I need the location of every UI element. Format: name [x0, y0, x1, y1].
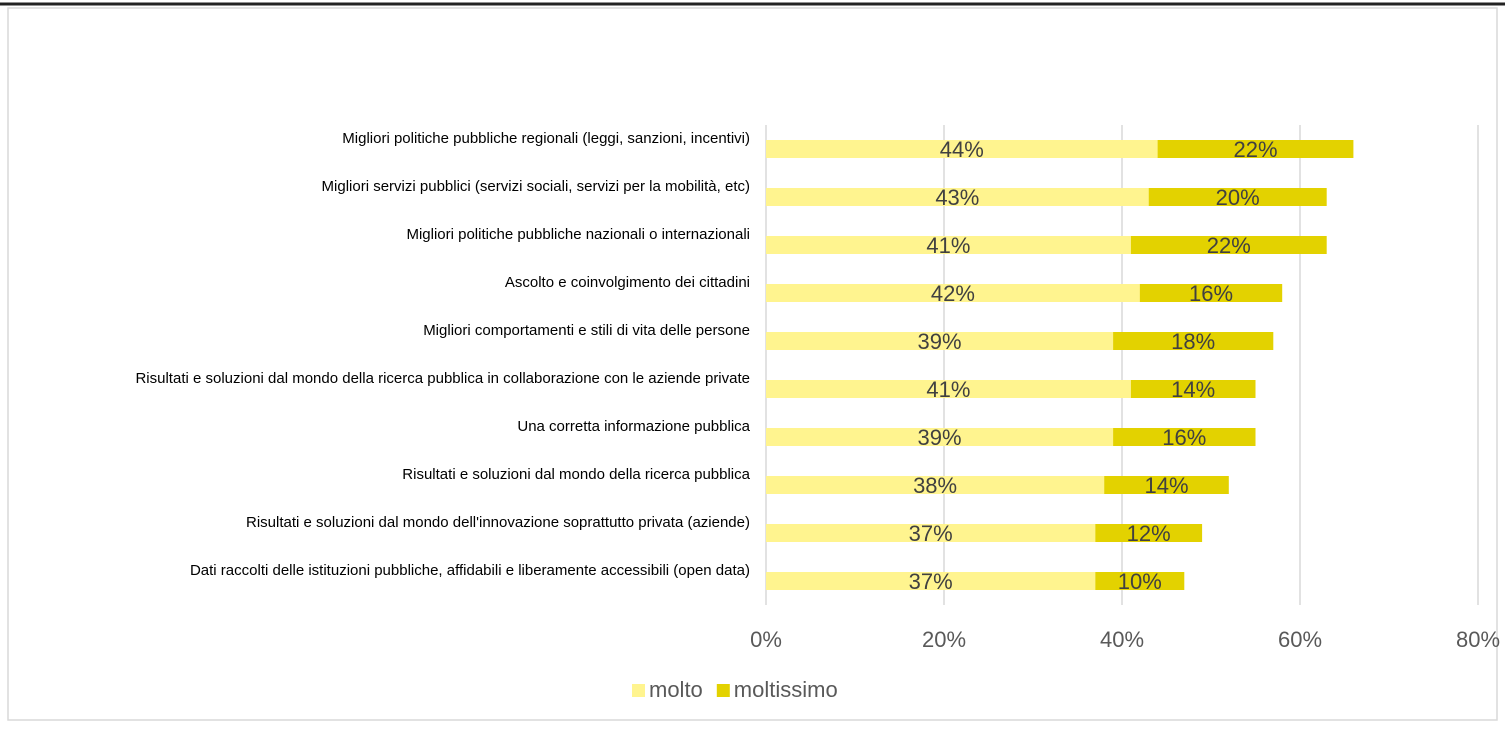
x-tick-label: 80%: [1456, 627, 1500, 652]
bar: [766, 332, 1114, 350]
bar: [1139, 284, 1283, 302]
category-label: Risultati e soluzioni dal mondo dell'inn…: [246, 514, 750, 531]
x-tick-label: 60%: [1278, 627, 1322, 652]
data-label: 44%: [940, 137, 984, 162]
data-label: 14%: [1144, 473, 1188, 498]
data-label: 37%: [909, 569, 953, 594]
bar: [1157, 140, 1354, 158]
category-label: Dati raccolti delle istituzioni pubblich…: [190, 562, 750, 579]
data-label: 16%: [1162, 425, 1206, 450]
legend-swatch: [716, 684, 730, 697]
category-label: Risultati e soluzioni dal mondo della ri…: [402, 466, 750, 483]
data-label: 38%: [913, 473, 957, 498]
legend-swatch: [632, 684, 645, 697]
x-tick-label: 40%: [1100, 627, 1144, 652]
data-label: 12%: [1127, 521, 1171, 546]
bar: [766, 428, 1114, 446]
data-label: 18%: [1171, 329, 1215, 354]
legend-label: moltissimo: [734, 677, 838, 702]
bar: [1104, 476, 1229, 494]
bar: [1113, 428, 1256, 446]
data-label: 43%: [935, 185, 979, 210]
data-label: 41%: [926, 233, 970, 258]
bar: [766, 188, 1149, 206]
data-label: 37%: [909, 521, 953, 546]
bar: [1095, 524, 1203, 542]
category-label: Ascolto e coinvolgimento dei cittadini: [505, 274, 750, 291]
category-label: Migliori servizi pubblici (servizi socia…: [322, 178, 750, 195]
data-label: 14%: [1171, 377, 1215, 402]
x-tick-label: 20%: [922, 627, 966, 652]
data-label: 39%: [918, 329, 962, 354]
category-label: Migliori politiche pubbliche nazionali o…: [406, 226, 750, 243]
bar: [766, 572, 1096, 590]
bar: [1130, 236, 1327, 254]
data-label: 39%: [918, 425, 962, 450]
category-label: Risultati e soluzioni dal mondo della ri…: [135, 370, 750, 387]
data-label: 22%: [1207, 233, 1251, 258]
x-tick-label: 0%: [750, 627, 782, 652]
category-label: Migliori politiche pubbliche regionali (…: [342, 130, 750, 147]
legend-label: molto: [649, 677, 703, 702]
bar: [766, 140, 1158, 158]
data-label: 22%: [1233, 137, 1277, 162]
bar: [766, 524, 1096, 542]
bar: [766, 236, 1131, 254]
bar: [766, 284, 1140, 302]
bar: [1113, 332, 1274, 350]
bar: [766, 476, 1105, 494]
bar: [1095, 572, 1185, 590]
category-label: Una corretta informazione pubblica: [517, 418, 750, 435]
bar: [1130, 380, 1256, 398]
data-label: 20%: [1216, 185, 1260, 210]
data-label: 10%: [1118, 569, 1162, 594]
data-label: 41%: [926, 377, 970, 402]
bar: [766, 380, 1131, 398]
chart-frame: [7, 7, 1498, 721]
data-label: 42%: [931, 281, 975, 306]
bar: [1148, 188, 1327, 206]
data-label: 16%: [1189, 281, 1233, 306]
category-label: Migliori comportamenti e stili di vita d…: [423, 322, 750, 339]
